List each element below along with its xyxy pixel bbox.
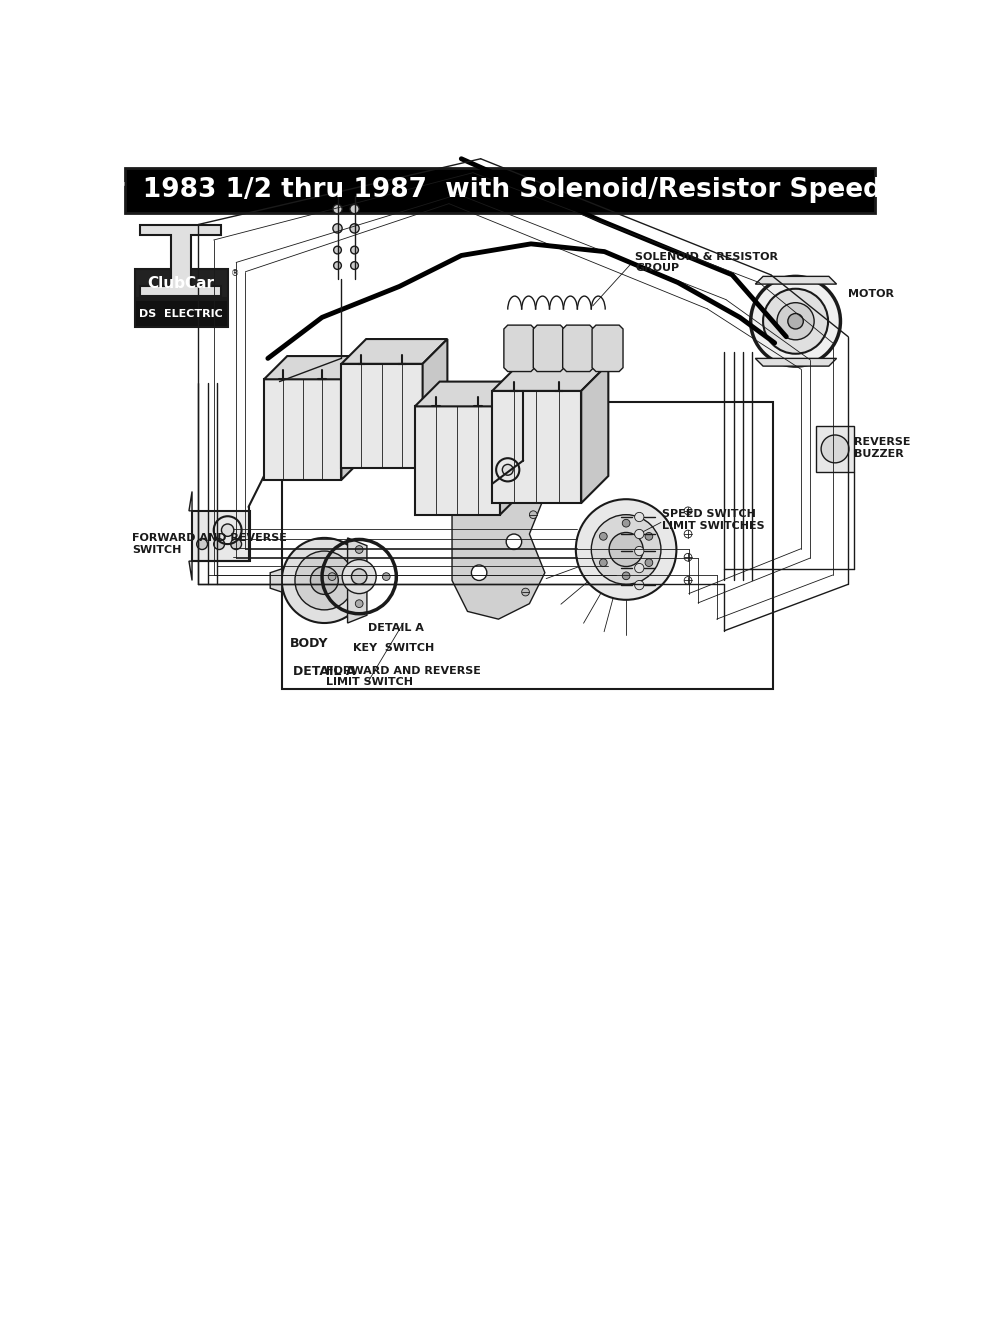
Bar: [135, 268, 228, 298]
Polygon shape: [341, 356, 365, 479]
Text: SOLENOID & RESISTOR
GROUP: SOLENOID & RESISTOR GROUP: [635, 251, 778, 274]
Text: ®: ®: [231, 268, 239, 278]
Circle shape: [591, 515, 661, 585]
Polygon shape: [341, 364, 423, 469]
Text: DETAIL A: DETAIL A: [293, 665, 355, 678]
Circle shape: [382, 573, 390, 581]
Circle shape: [645, 559, 653, 566]
Circle shape: [529, 511, 537, 518]
Circle shape: [350, 224, 359, 234]
Circle shape: [487, 495, 502, 511]
Text: DS  ELECTRIC: DS ELECTRIC: [139, 308, 223, 319]
Polygon shape: [492, 391, 581, 503]
Polygon shape: [755, 276, 837, 284]
Circle shape: [351, 262, 358, 270]
Text: ClubCar: ClubCar: [148, 276, 215, 291]
Circle shape: [788, 314, 803, 328]
Polygon shape: [755, 358, 837, 366]
Text: FORWARD AND REVERSE
LIMIT SWITCH: FORWARD AND REVERSE LIMIT SWITCH: [326, 666, 481, 688]
Text: REVERSE
BUZZER: REVERSE BUZZER: [854, 438, 911, 459]
Circle shape: [635, 530, 644, 538]
Circle shape: [221, 523, 234, 537]
Circle shape: [635, 546, 644, 555]
Circle shape: [763, 288, 828, 354]
Circle shape: [751, 276, 840, 366]
Circle shape: [777, 303, 814, 340]
Text: BODY: BODY: [290, 637, 328, 650]
Circle shape: [522, 589, 529, 595]
Circle shape: [622, 571, 630, 579]
Circle shape: [328, 573, 336, 581]
Circle shape: [333, 204, 342, 214]
Polygon shape: [264, 356, 365, 379]
Text: MOTOR: MOTOR: [848, 288, 894, 299]
Polygon shape: [423, 339, 447, 469]
Polygon shape: [816, 426, 854, 473]
Polygon shape: [189, 561, 192, 581]
Circle shape: [599, 533, 607, 541]
Circle shape: [502, 465, 513, 475]
Bar: [135, 300, 228, 327]
Polygon shape: [264, 379, 341, 479]
Circle shape: [351, 246, 358, 254]
Circle shape: [635, 563, 644, 573]
Circle shape: [214, 538, 225, 550]
Text: KEY  SWITCH: KEY SWITCH: [353, 643, 434, 653]
Polygon shape: [504, 326, 535, 371]
Polygon shape: [592, 326, 623, 371]
Polygon shape: [533, 326, 564, 371]
Circle shape: [635, 513, 644, 522]
Circle shape: [622, 519, 630, 527]
Circle shape: [635, 581, 644, 590]
Circle shape: [599, 559, 607, 566]
Polygon shape: [341, 339, 447, 364]
Circle shape: [334, 262, 341, 270]
Circle shape: [645, 533, 653, 541]
Circle shape: [350, 204, 359, 214]
Circle shape: [355, 599, 363, 607]
Circle shape: [231, 538, 242, 550]
Circle shape: [342, 559, 376, 594]
Polygon shape: [500, 382, 525, 515]
Polygon shape: [581, 364, 608, 503]
Polygon shape: [140, 224, 221, 296]
Circle shape: [609, 533, 643, 566]
Circle shape: [576, 499, 676, 599]
Polygon shape: [563, 326, 594, 371]
Circle shape: [821, 435, 849, 463]
Polygon shape: [415, 382, 525, 406]
Polygon shape: [415, 406, 500, 515]
Polygon shape: [348, 538, 367, 623]
Text: DETAIL A: DETAIL A: [368, 623, 424, 633]
Circle shape: [471, 565, 487, 581]
Polygon shape: [189, 491, 192, 511]
Bar: [125, 168, 875, 212]
Circle shape: [310, 566, 338, 594]
Polygon shape: [270, 569, 282, 591]
Text: SPEED SWITCH
LIMIT SWITCHES: SPEED SWITCH LIMIT SWITCHES: [662, 509, 765, 531]
Circle shape: [295, 551, 354, 610]
Circle shape: [197, 538, 208, 550]
Polygon shape: [492, 364, 608, 391]
Circle shape: [282, 538, 367, 623]
Text: Club Car  1983 1/2 thru 1987  with Solenoid/Resistor Speed Control: Club Car 1983 1/2 thru 1987 with Solenoi…: [0, 178, 1000, 203]
Circle shape: [351, 569, 367, 585]
Bar: [192, 511, 250, 561]
Circle shape: [506, 534, 522, 550]
Circle shape: [355, 546, 363, 554]
Circle shape: [334, 246, 341, 254]
Polygon shape: [452, 449, 545, 619]
Text: FORWARD AND REVERSE
SWITCH: FORWARD AND REVERSE SWITCH: [132, 533, 287, 555]
Circle shape: [333, 224, 342, 234]
Bar: [282, 402, 773, 689]
